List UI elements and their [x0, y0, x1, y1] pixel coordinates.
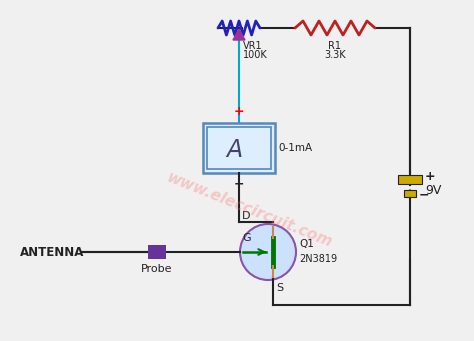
Text: −: −: [234, 178, 244, 191]
Text: Probe: Probe: [141, 264, 173, 274]
Bar: [148, 245, 166, 259]
Text: 3.3K: 3.3K: [324, 50, 346, 60]
Bar: [203, 123, 275, 173]
Text: S: S: [276, 283, 283, 293]
Text: +: +: [425, 170, 436, 183]
Bar: [207, 127, 271, 169]
Circle shape: [240, 224, 296, 280]
Text: 0-1mA: 0-1mA: [278, 143, 312, 153]
Bar: [398, 175, 422, 184]
Text: ANTENNA: ANTENNA: [20, 247, 84, 260]
Text: 100K: 100K: [243, 50, 268, 60]
Text: +: +: [234, 105, 244, 118]
Text: VR1: VR1: [243, 41, 263, 51]
Text: A: A: [226, 138, 242, 162]
Text: Q1: Q1: [299, 239, 314, 249]
Bar: [404, 190, 416, 197]
Text: 9V: 9V: [425, 184, 441, 197]
Polygon shape: [233, 29, 245, 40]
Text: www.eleccircuit.com: www.eleccircuit.com: [165, 170, 335, 250]
Text: 2N3819: 2N3819: [299, 254, 337, 264]
Text: G: G: [242, 233, 251, 243]
Text: D: D: [242, 211, 250, 221]
Text: −: −: [419, 189, 429, 202]
Text: R1: R1: [328, 41, 341, 51]
